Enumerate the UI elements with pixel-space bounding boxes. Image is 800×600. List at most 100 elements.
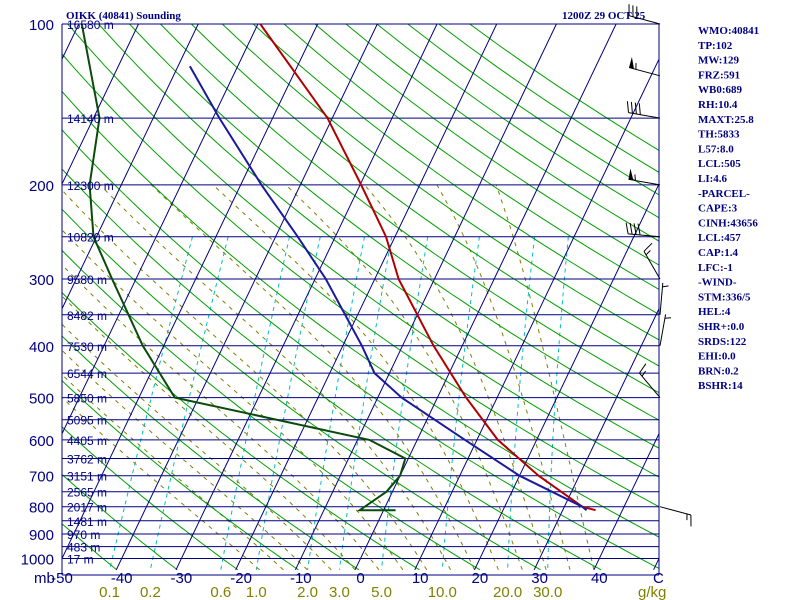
dry-adiabat xyxy=(62,90,659,538)
mixing-ratio-tick-label: 10.0 xyxy=(428,584,457,600)
mixing-ratio-tick-label: 0.1 xyxy=(99,584,120,600)
moist-adiabat xyxy=(62,323,332,571)
wind-barb xyxy=(628,4,661,25)
dry-adiabat xyxy=(314,24,659,266)
dry-adiabat xyxy=(283,24,659,290)
dry-adiabat xyxy=(62,335,360,571)
dry-adiabat xyxy=(191,24,659,367)
isotherm xyxy=(294,24,557,571)
height-label: 3762 m xyxy=(67,453,107,467)
wind-barb xyxy=(628,56,661,77)
moist-adiabat xyxy=(436,184,571,570)
temperature-profile xyxy=(259,24,596,512)
dry-adiabat xyxy=(160,24,659,394)
index-line: HEL:4 xyxy=(698,306,731,318)
temperature-tick-label: 30 xyxy=(531,570,548,587)
wind-barbs xyxy=(625,4,692,527)
pressure-tick-label: 400 xyxy=(29,339,54,356)
dry-adiabat xyxy=(62,168,602,571)
dry-adiabat xyxy=(221,24,659,341)
pressure-tick-label: 500 xyxy=(29,391,54,408)
dry-adiabat xyxy=(62,291,420,571)
height-label: 5095 m xyxy=(67,414,107,428)
moist-adiabat xyxy=(285,184,523,570)
wind-barb xyxy=(659,506,692,527)
index-line: -WIND- xyxy=(698,277,737,289)
y-axis-unit: mb xyxy=(34,570,55,587)
temperature-tick-label: 0 xyxy=(356,570,364,587)
index-line: STM:336/5 xyxy=(698,291,751,303)
x-axis-unit: C xyxy=(653,570,664,587)
wind-barb xyxy=(625,222,661,238)
pressure-tick-label: 300 xyxy=(29,272,54,289)
height-label: 17 m xyxy=(67,553,94,567)
temperature-tick-label: 40 xyxy=(591,570,608,587)
temperature-tick-label: -50 xyxy=(51,570,73,587)
index-line: LCL:505 xyxy=(698,158,741,170)
index-line: CAP:1.4 xyxy=(698,247,739,259)
height-label: 12300 m xyxy=(67,179,114,193)
dry-adiabat xyxy=(62,380,299,571)
temperature-tick-label: -10 xyxy=(290,570,312,587)
chart-title: OIKK (40841) Sounding xyxy=(66,10,181,22)
isotherm xyxy=(533,307,659,571)
moist-adiabat xyxy=(99,184,452,571)
mixing-ratio-tick-label: 0.6 xyxy=(210,584,231,600)
mixing-ratio-tick-label: 0.2 xyxy=(140,584,161,600)
height-label: 10820 m xyxy=(67,231,114,245)
index-line: LCL:457 xyxy=(698,232,741,244)
pressure-tick-label: 200 xyxy=(29,178,54,195)
dry-adiabat xyxy=(0,24,56,570)
isotherm xyxy=(62,24,139,186)
mixing-ratio-tick-label: 30.0 xyxy=(533,584,562,600)
index-line: LI:4.6 xyxy=(698,173,728,185)
pressure-tick-label: 100 xyxy=(29,17,54,34)
index-line: EHI:0.0 xyxy=(698,351,736,363)
mixing-ratio-line xyxy=(547,236,569,570)
dry-adiabat xyxy=(62,473,178,571)
index-line: LFC:-1 xyxy=(698,262,733,274)
mixing-ratio-tick-label: 1.0 xyxy=(246,584,267,600)
moist-adiabat xyxy=(62,264,380,571)
dry-adiabat xyxy=(129,24,659,421)
index-line: -PARCEL- xyxy=(698,188,750,200)
wind-barb xyxy=(628,168,661,186)
isotherm xyxy=(62,24,259,435)
height-label: 3151 m xyxy=(67,470,107,484)
dry-adiabat xyxy=(62,523,118,571)
index-line: TH:5833 xyxy=(698,129,740,141)
mixing-ratio-line xyxy=(338,236,393,570)
moist-adiabat xyxy=(62,295,356,571)
height-label: 5850 m xyxy=(67,392,107,406)
pressure-tick-label: 700 xyxy=(29,469,54,486)
mixing-ratio-line xyxy=(381,236,429,570)
index-line: TP:102 xyxy=(698,40,733,52)
temperature-tick-label: -20 xyxy=(230,570,252,587)
height-label: 8482 m xyxy=(67,309,107,323)
index-line: SHR+:0.0 xyxy=(698,321,745,333)
parcel-path xyxy=(189,65,588,511)
isotherm xyxy=(0,24,19,570)
mixing-ratio-line xyxy=(507,236,536,570)
height-label: 16580 m xyxy=(67,18,114,32)
moist-adiabat xyxy=(495,184,595,570)
pressure-tick-label: 1000 xyxy=(21,552,54,569)
height-label: 2017 m xyxy=(67,501,107,515)
pressure-tick-label: 800 xyxy=(29,500,54,517)
index-line: WB0:689 xyxy=(698,84,743,96)
isotherm xyxy=(474,182,659,571)
wind-barb xyxy=(659,282,669,315)
mixing-ratio-tick-label: 2.0 xyxy=(297,584,318,600)
isobars xyxy=(61,23,660,576)
height-label: 970 m xyxy=(67,528,100,542)
pressure-tick-label: 900 xyxy=(29,527,54,544)
index-line: CAPE:3 xyxy=(698,203,738,215)
index-line: MW:129 xyxy=(698,55,739,67)
moist-adiabat xyxy=(212,184,499,571)
mixing-ratio-tick-label: 5.0 xyxy=(371,584,392,600)
wind-barb xyxy=(659,314,672,346)
index-line: MAXT:25.8 xyxy=(698,114,754,126)
isotherm xyxy=(115,24,378,571)
